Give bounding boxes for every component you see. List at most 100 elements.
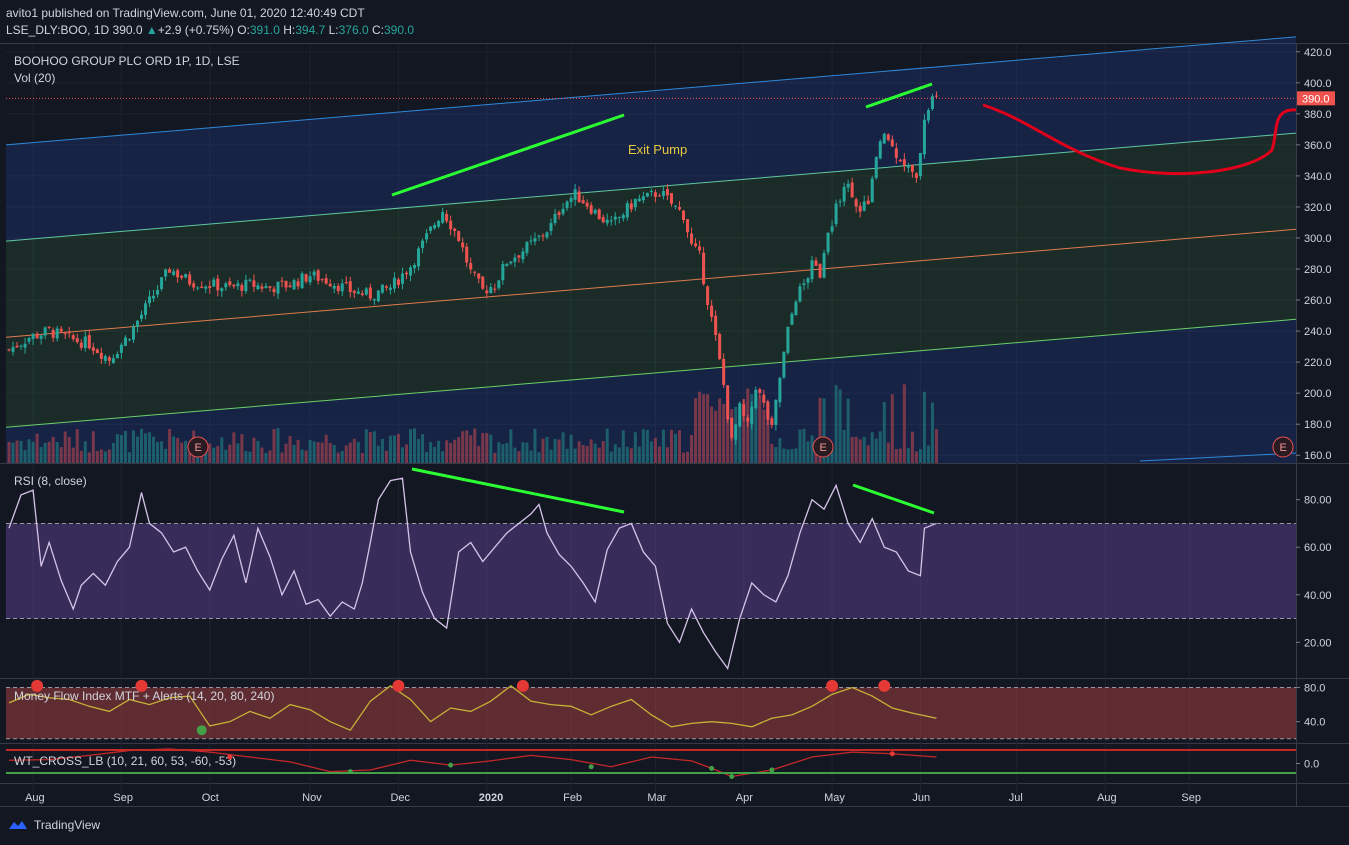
candle-body (846, 183, 850, 188)
volume-bar (75, 429, 79, 463)
volume-bar (47, 441, 51, 463)
candle-body (204, 286, 208, 289)
volume-bar (465, 430, 469, 463)
candle-body (232, 284, 236, 287)
earnings-marker-label: E (195, 442, 202, 454)
volume-bar (103, 451, 107, 463)
y-tick-label: 220.0 (1304, 357, 1332, 369)
volume-bar (926, 445, 930, 463)
candle-body (714, 315, 718, 336)
candle-body (396, 279, 400, 285)
volume-bar (774, 447, 778, 463)
candle-body (445, 213, 449, 222)
volume-bar (312, 441, 316, 463)
candle-body (746, 417, 750, 422)
candle-body (481, 276, 485, 289)
candle-body (152, 295, 156, 299)
candle-body (409, 267, 412, 276)
volume-bar (260, 447, 264, 463)
mfi-line (8, 685, 937, 732)
candle-body (244, 279, 248, 292)
volume-bar (461, 431, 465, 463)
volume-bar (629, 448, 633, 463)
candle-body (605, 219, 609, 224)
candle-body (172, 271, 176, 275)
volume-bar (678, 430, 682, 463)
candle-body (59, 328, 63, 332)
volume-bar (529, 450, 533, 463)
y-tick-label: 20.00 (1304, 637, 1332, 649)
volume-bar (890, 394, 894, 463)
candle-body (127, 339, 131, 341)
x-tick-label: Dec (390, 792, 410, 804)
candle-body (392, 277, 396, 289)
volume-bar (39, 447, 43, 463)
candle-body (810, 260, 814, 280)
candle-body (806, 278, 810, 283)
candle-body (734, 424, 738, 440)
forecast-curve (982, 103, 1297, 176)
volume-bar (164, 448, 168, 463)
volume-bar (521, 442, 525, 463)
candle-body (240, 285, 244, 291)
candle-body (11, 347, 15, 352)
volume-bar (830, 450, 834, 463)
candle-body (698, 246, 702, 251)
volume-bar (818, 397, 822, 463)
volume-bar (99, 449, 103, 463)
volume-bar (376, 445, 380, 463)
candle-body (722, 358, 726, 385)
volume-bar (553, 438, 557, 463)
candle-body (220, 288, 224, 292)
volume-bar (11, 442, 15, 463)
y-tick-label: 40.0 (1304, 717, 1325, 729)
volume-bar (320, 442, 324, 463)
wt-cross-dot (588, 764, 594, 770)
volume-bar (316, 442, 320, 463)
candle-body (521, 251, 525, 260)
volume-bar (698, 391, 702, 463)
volume-bar (300, 449, 304, 463)
candle-body (850, 182, 854, 198)
candle-body (914, 173, 918, 178)
candle-body (437, 220, 441, 227)
candle-body (645, 192, 649, 197)
candle-body (248, 279, 252, 281)
volume-bar (625, 446, 629, 463)
volume-bar (152, 436, 156, 463)
candle-body (135, 320, 139, 327)
wt-cross-dot (889, 751, 895, 757)
volume-bar (810, 435, 814, 463)
candle-body (822, 253, 826, 278)
volume-bar (256, 440, 260, 463)
x-tick-label: Feb (563, 792, 582, 804)
y-tick-label: 280.0 (1304, 264, 1332, 276)
x-tick-label: Nov (302, 792, 322, 804)
volume-bar (409, 429, 412, 463)
volume-bar (726, 392, 730, 463)
candle-body (589, 205, 593, 214)
tradingview-brand[interactable]: TradingView (8, 818, 100, 832)
candle-body (449, 220, 453, 230)
volume-bar (657, 446, 661, 463)
volume-bar (252, 437, 256, 463)
symbol-label[interactable]: LSE_DLY:BOO, 1D (6, 23, 110, 37)
volume-bar (878, 431, 882, 463)
volume-bar (850, 437, 854, 463)
volume-bar (533, 428, 537, 463)
volume-bar (59, 447, 63, 463)
candle-body (344, 282, 348, 284)
candle-body (364, 288, 368, 295)
wt-cross-dot (769, 767, 775, 773)
x-tick-label: Sep (1181, 792, 1201, 804)
candle-body (694, 243, 698, 247)
wt-cross-dot (347, 769, 353, 775)
volume-bar (232, 432, 236, 463)
candle-body (661, 191, 665, 197)
volume-bar (930, 402, 934, 463)
x-tick-label: Aug (1097, 792, 1117, 804)
volume-bar (585, 446, 589, 463)
candle-body (706, 286, 710, 305)
volume-bar (806, 441, 810, 463)
